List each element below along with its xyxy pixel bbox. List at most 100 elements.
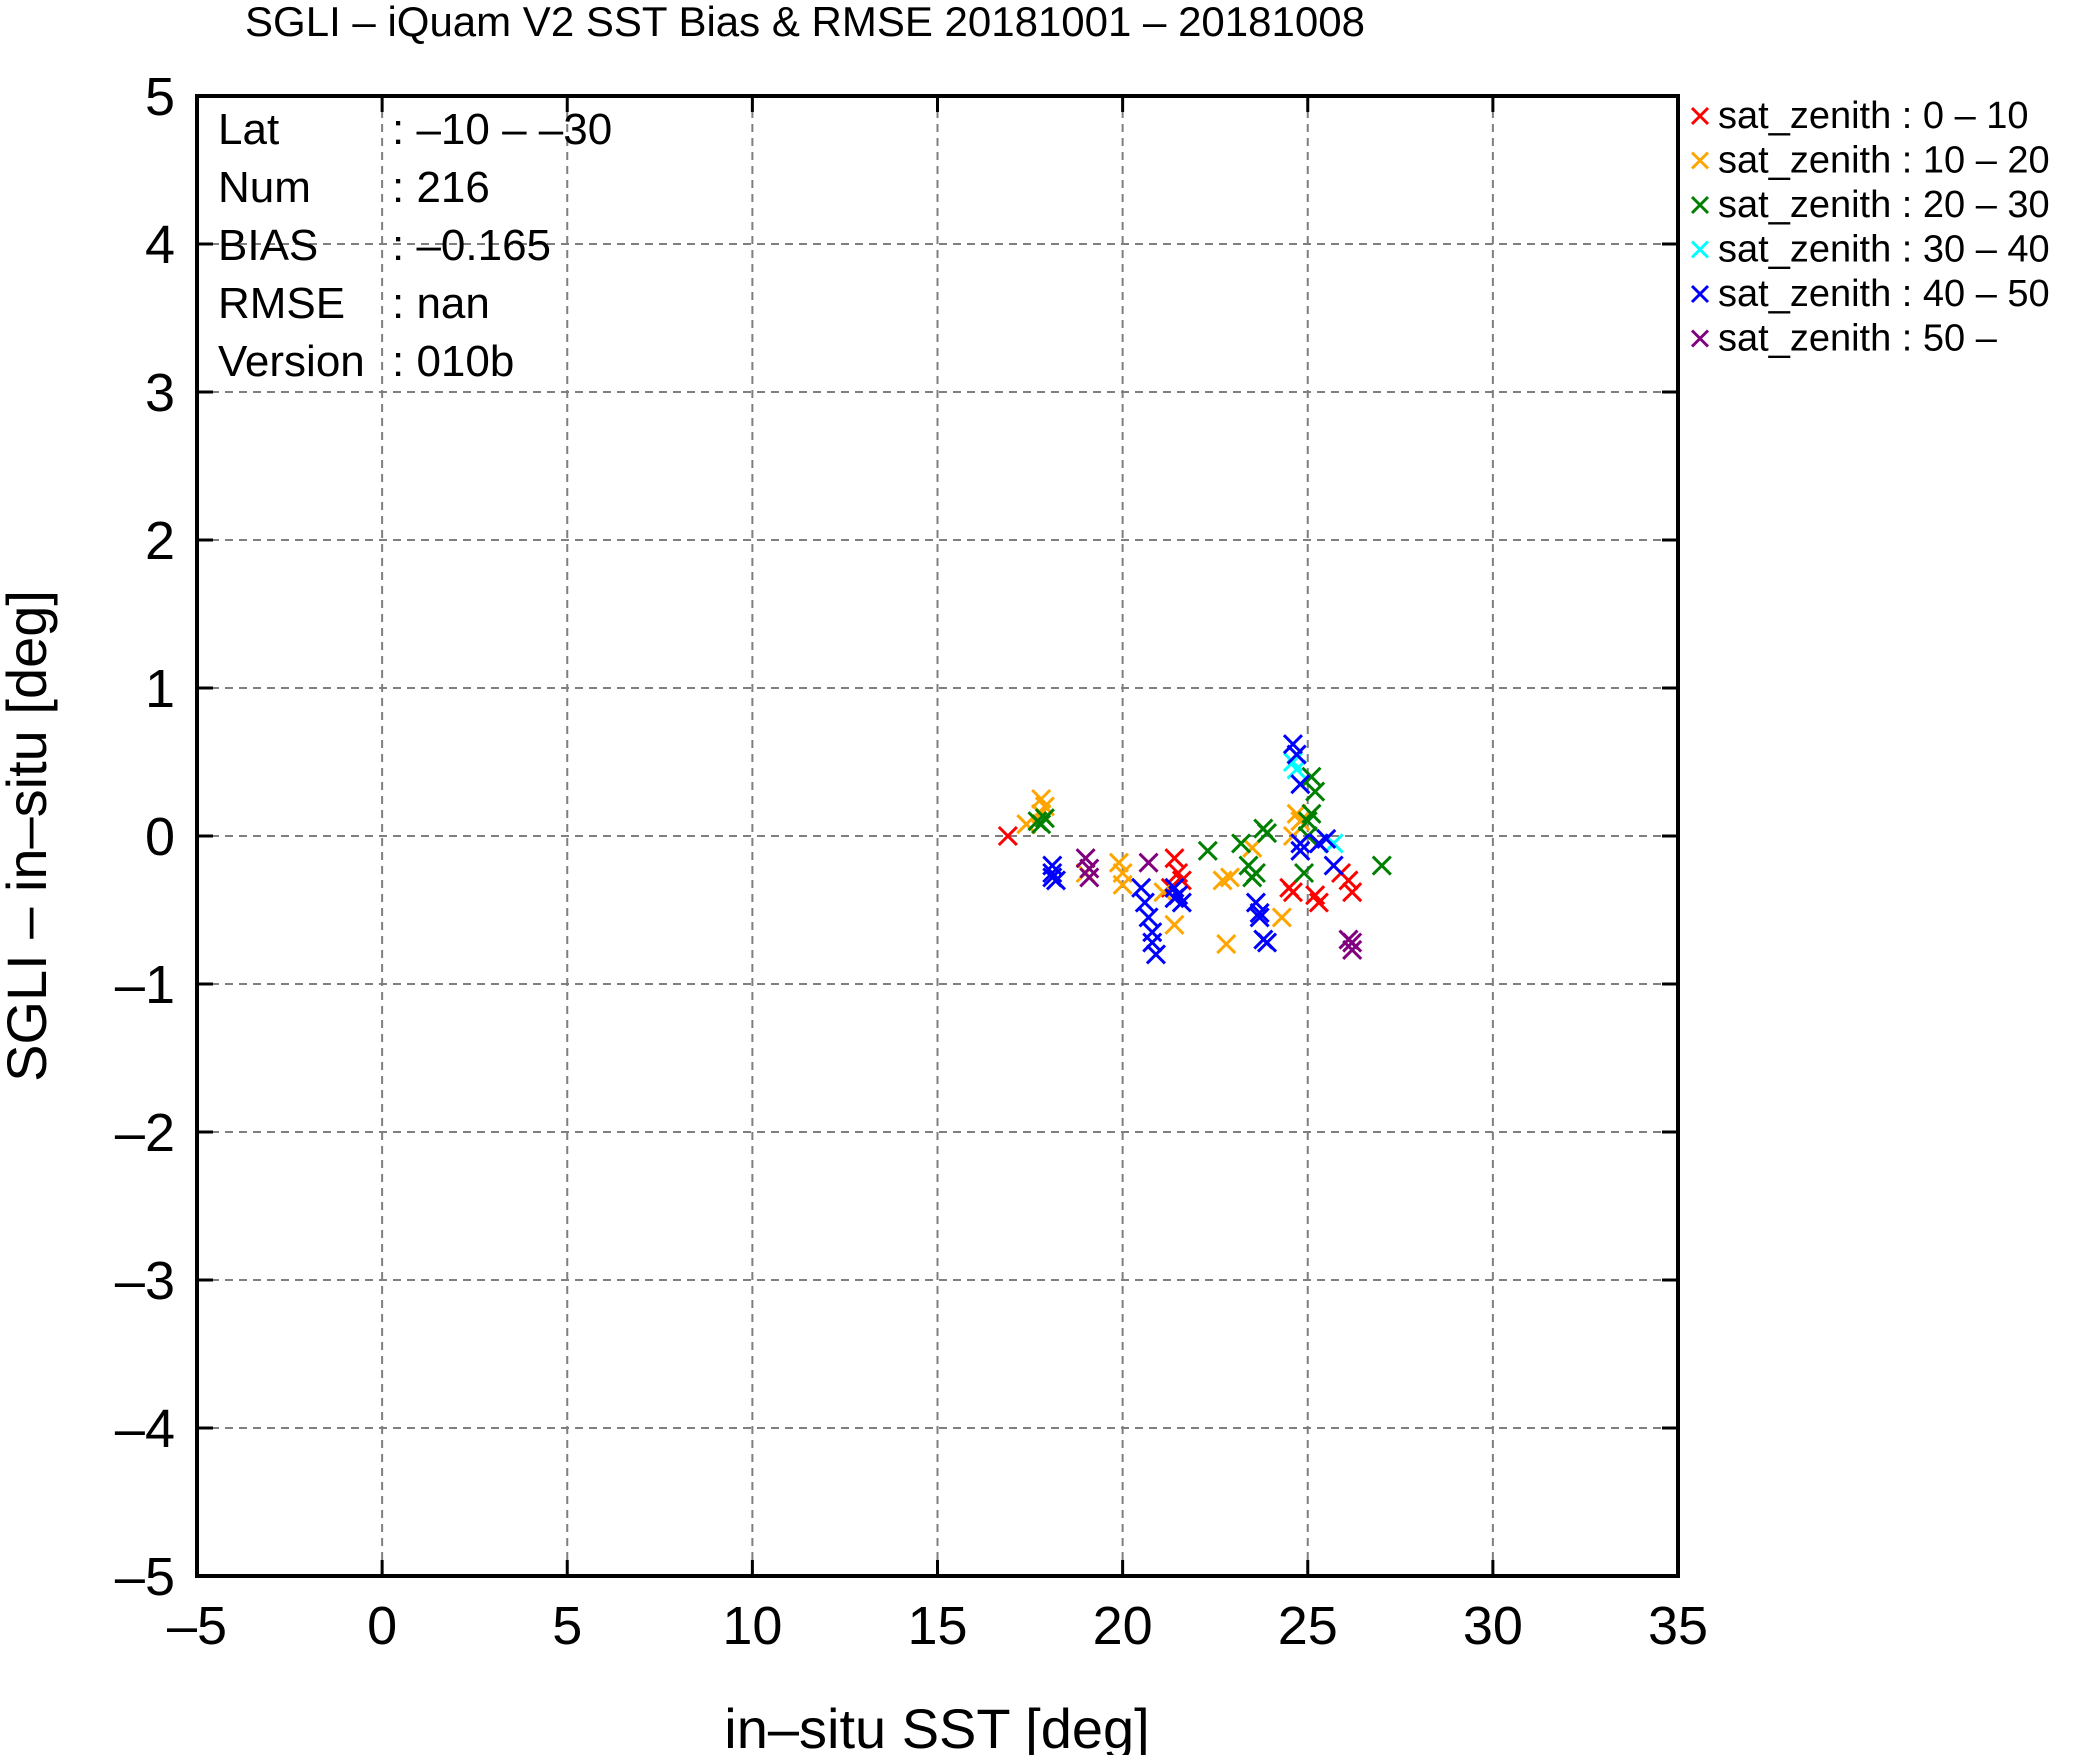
data-point-marker [1034,808,1055,829]
data-point-marker [1293,862,1315,884]
stats-value: : –10 – –30 [392,105,612,154]
legend-marker [1690,151,1710,170]
y-tick-label: –3 [115,1251,175,1311]
data-point-marker [1079,867,1100,888]
x-tick-label: 35 [1648,1596,1708,1656]
data-point-marker [1316,828,1337,850]
stats-value: : –0.165 [392,221,551,270]
x-tick-label: 5 [552,1596,582,1656]
legend-label: sat_zenith : 50 – [1718,318,1998,360]
y-axis-tick-labels: –5 –4 –3 –2 –1 0 1 2 3 4 5 [115,67,175,1607]
y-tick-label: –5 [115,1547,175,1607]
data-point-marker [1290,840,1311,861]
data-point-marker [1256,932,1278,953]
legend-label: sat_zenith : 20 – 30 [1718,184,2050,226]
y-tick-label: 4 [145,215,175,275]
y-tick-label: –2 [115,1103,175,1163]
data-points [997,734,1392,965]
y-tick-label: –1 [115,955,175,1015]
data-point-marker [1290,833,1311,854]
data-point-marker [1031,814,1052,835]
legend-label: sat_zenith : 10 – 20 [1718,140,2050,182]
data-point-marker [1256,822,1278,844]
y-tick-label: 5 [145,67,175,127]
legend-item: sat_zenith : 30 – 40 [1690,229,2050,271]
y-tick-label: 3 [145,363,175,423]
x-tick-label: 20 [1093,1596,1153,1656]
y-axis-label: SGLI – in–situ [deg] [0,590,58,1082]
stats-value: : nan [392,279,490,328]
series-group [1016,788,1311,955]
data-point-marker [1112,874,1133,895]
data-point-marker [1131,877,1152,898]
legend-label: sat_zenith : 0 – 10 [1718,95,2029,137]
chart-title: SGLI – iQuam V2 SST Bias & RMSE 20181001… [245,0,1365,45]
data-point-marker [1134,892,1155,913]
data-point-marker [1042,867,1063,888]
data-point-marker [1371,855,1392,876]
legend-label: sat_zenith : 30 – 40 [1718,229,2050,271]
stats-box: Lat : –10 – –30 Num : 216 BIAS : –0.165 RMSE : … [218,105,612,386]
data-point-marker [1301,766,1322,787]
data-point-marker [1297,811,1318,832]
legend-marker [1690,106,1710,126]
legend-marker [1690,329,1710,348]
data-point-marker [1216,933,1237,955]
legend-label: sat_zenith : 40 – 50 [1718,273,2050,315]
data-point-marker [1271,907,1292,928]
stats-key: Version [218,337,365,386]
data-point-marker [1342,882,1363,903]
y-tick-label: –4 [115,1399,175,1459]
data-point-marker [1282,882,1304,903]
x-tick-label: 15 [907,1596,967,1656]
stats-key: Lat [218,105,279,154]
x-axis-label: in–situ SST [deg] [724,1697,1149,1755]
legend-marker [1690,284,1710,304]
data-point-marker [1249,907,1270,928]
series-group [1042,734,1344,965]
x-axis-tick-labels: –5 0 5 10 15 20 25 30 35 [167,1596,1708,1656]
data-point-marker [1138,852,1159,873]
data-point-marker [1142,922,1163,943]
data-point-marker [1286,803,1307,824]
data-point-marker [1245,862,1266,884]
legend-item: sat_zenith : 40 – 50 [1690,273,2050,315]
legend-marker [1690,195,1710,215]
data-point-marker [1286,744,1307,765]
y-tick-label: 1 [145,659,175,719]
data-point-marker [1164,848,1185,869]
data-point-marker [1171,892,1192,913]
data-point-marker [1323,855,1344,876]
legend-item: sat_zenith : 20 – 30 [1690,184,2050,226]
plot-frame [195,94,1680,1578]
stats-key: Num [218,163,311,212]
x-tick-label: 0 [367,1596,397,1656]
data-point-marker [1219,867,1241,888]
x-tick-label: 30 [1463,1596,1523,1656]
data-point-marker [1142,932,1163,953]
stats-value: : 216 [392,163,490,212]
data-point-marker [1342,932,1363,953]
data-point-marker [1305,781,1326,802]
data-point-marker [1197,840,1218,861]
data-point-marker [1290,774,1311,795]
legend-item: sat_zenith : 0 – 10 [1690,95,2029,137]
data-point-marker [1249,902,1270,924]
x-tick-label: 10 [722,1596,782,1656]
legend-item: sat_zenith : 50 – [1690,318,1998,360]
y-tick-label: 0 [145,807,175,867]
y-tick-label: 2 [145,511,175,571]
x-tick-label: –5 [167,1596,227,1656]
legend-marker [1690,240,1710,259]
stats-key: RMSE [218,279,345,328]
grid-lines [197,96,1678,1576]
data-point-marker [1164,914,1185,935]
data-point-marker [1286,759,1307,780]
series-group [1027,766,1392,888]
data-point-marker [1308,892,1329,913]
series-group [1075,848,1363,961]
stats-key: BIAS [218,221,318,270]
data-point-marker [1342,939,1363,961]
